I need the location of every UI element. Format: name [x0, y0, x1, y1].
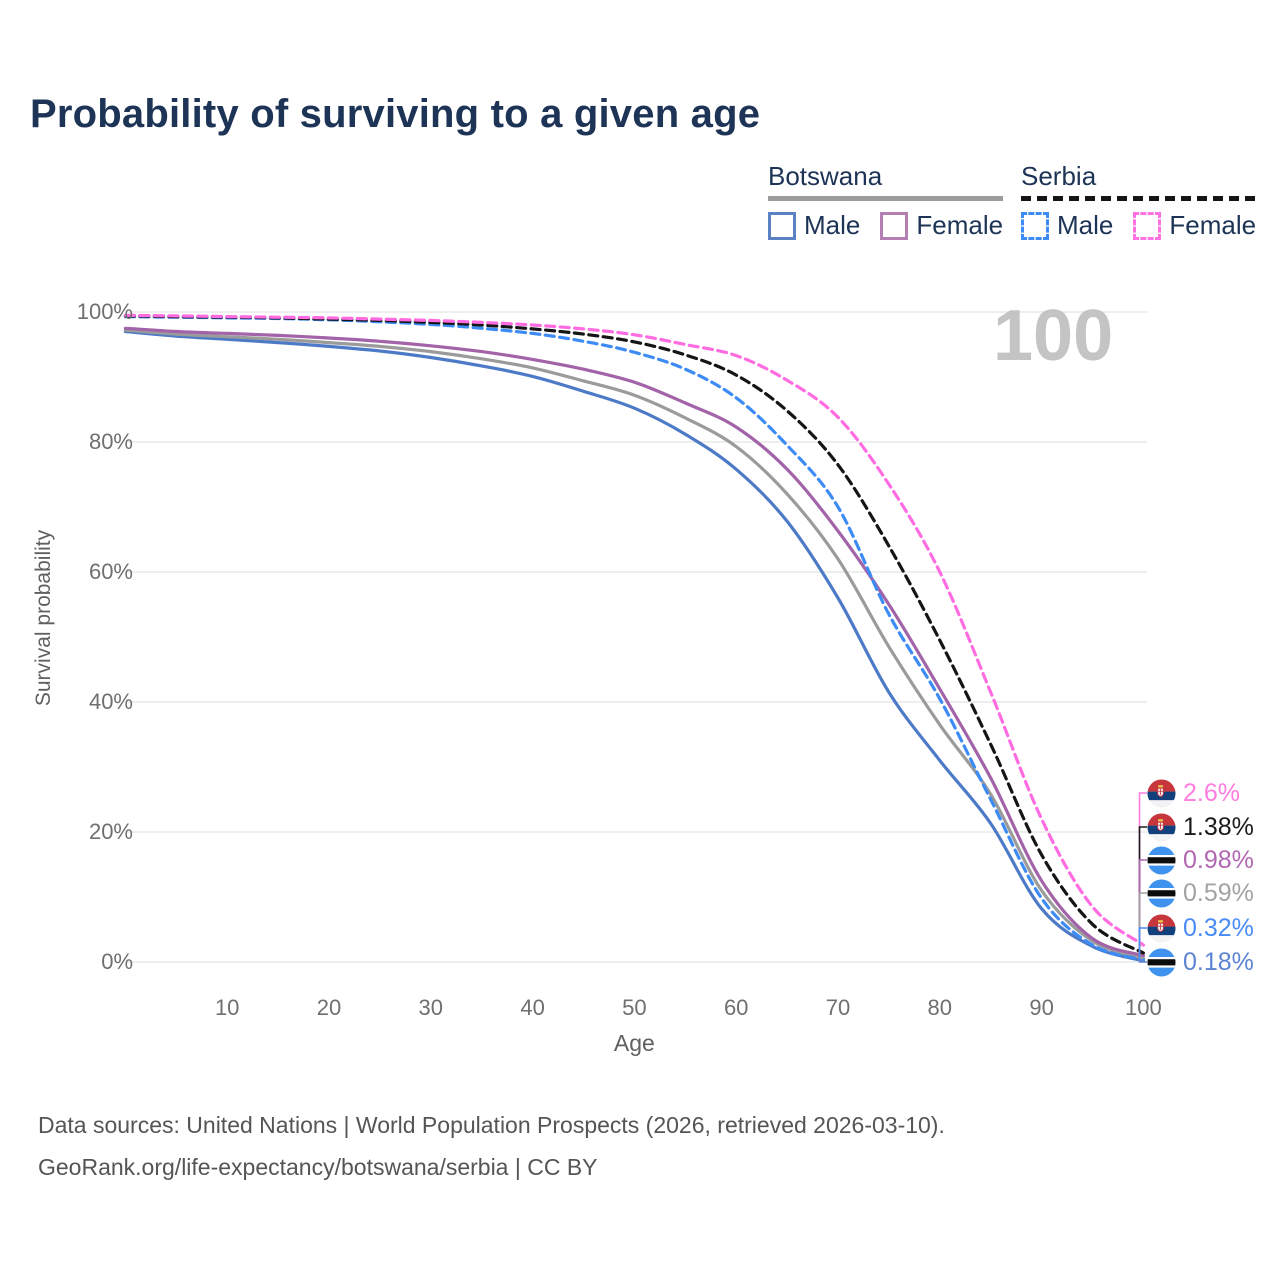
- legend-country-underline: [768, 196, 1004, 201]
- serbia-flag-icon: [1147, 778, 1176, 808]
- legend-item-serbia-female[interactable]: Female: [1133, 210, 1256, 241]
- legend-item-label: Male: [1057, 210, 1114, 240]
- footer-source-line: Data sources: United Nations | World Pop…: [38, 1112, 945, 1138]
- legend-group-botswana: Botswana Male Female: [768, 161, 1004, 241]
- x-tick-label: 70: [825, 995, 851, 1020]
- footer: Data sources: United Nations | World Pop…: [38, 1104, 945, 1188]
- x-tick-label: 20: [316, 995, 342, 1020]
- end-label-botswana-all: 0.59%: [1147, 879, 1254, 908]
- end-label-value: 0.59%: [1183, 878, 1254, 907]
- end-label-value: 2.6%: [1183, 778, 1240, 807]
- legend-item-botswana-female[interactable]: Female: [880, 210, 1003, 241]
- end-label-connector-serbia-male: [1138, 927, 1147, 961]
- legend-country-label: Botswana: [768, 161, 883, 191]
- series-path-botswana-female: [123, 326, 1145, 958]
- footer-link-line: GeoRank.org/life-expectancy/botswana/ser…: [38, 1154, 598, 1180]
- end-label-value: 1.38%: [1183, 812, 1254, 841]
- end-label-value: 0.98%: [1183, 845, 1254, 874]
- end-label-connector-botswana-female: [1138, 859, 1147, 957]
- botswana-flag-icon: [1147, 947, 1176, 977]
- series-path-serbia-male: [123, 315, 1145, 962]
- legend-swatch: [768, 211, 796, 240]
- page-title: Probability of surviving to a given age: [30, 92, 761, 136]
- legend-swatch: [880, 211, 909, 240]
- end-label-connector-botswana-male: [1138, 960, 1147, 963]
- legend-swatch: [1021, 211, 1049, 240]
- series-path-serbia-all: [123, 314, 1145, 955]
- legend-group-serbia: Serbia Male Female: [1021, 161, 1257, 241]
- x-tick-label: 80: [927, 995, 953, 1020]
- botswana-flag-icon: [1147, 878, 1176, 908]
- y-tick-label: 0%: [101, 949, 133, 974]
- y-axis-title: Survival probability: [32, 529, 55, 707]
- legend-item-label: Male: [804, 210, 861, 240]
- x-tick-label: 30: [418, 995, 444, 1020]
- series-path-botswana-male: [123, 329, 1145, 963]
- legend-swatch: [1133, 211, 1162, 240]
- x-tick-label: 100: [1125, 995, 1162, 1020]
- end-label-value: 0.18%: [1183, 947, 1254, 976]
- end-label-serbia-all: 1.38%: [1147, 813, 1254, 842]
- legend-item-label: Female: [916, 210, 1004, 240]
- serbia-flag-icon: [1147, 812, 1176, 842]
- x-tick-label: 40: [520, 995, 545, 1020]
- x-tick-label: 10: [214, 995, 240, 1020]
- y-tick-label: 20%: [88, 819, 133, 844]
- series-path-botswana-all: [123, 328, 1145, 960]
- end-label-value: 0.32%: [1183, 913, 1254, 942]
- botswana-flag-icon: [1147, 845, 1176, 875]
- x-axis-title: Age: [613, 1030, 655, 1056]
- y-tick-label: 60%: [88, 559, 133, 584]
- y-tick-label: 80%: [88, 429, 133, 454]
- x-tick-label: 90: [1029, 995, 1054, 1020]
- x-tick-label: 50: [622, 995, 647, 1020]
- end-label-serbia-female: 2.6%: [1147, 779, 1240, 808]
- age-watermark: 100: [993, 296, 1114, 376]
- end-label-botswana-female: 0.98%: [1147, 846, 1254, 875]
- y-tick-label: 40%: [88, 689, 133, 714]
- end-label-serbia-male: 0.32%: [1147, 914, 1254, 943]
- y-tick-label: 100%: [76, 299, 133, 324]
- end-label-connector-botswana-all: [1138, 892, 1147, 959]
- legend-item-serbia-male[interactable]: Male: [1021, 210, 1113, 241]
- legend-item-label: Female: [1169, 210, 1257, 240]
- series-path-serbia-female: [123, 313, 1145, 947]
- end-label-connector-serbia-all: [1138, 826, 1147, 954]
- end-label-botswana-male: 0.18%: [1147, 948, 1254, 977]
- legend-item-botswana-male[interactable]: Male: [768, 210, 860, 241]
- x-tick-label: 60: [723, 995, 749, 1020]
- end-label-connector-serbia-female: [1138, 792, 1147, 946]
- legend-country-underline: [1021, 196, 1257, 201]
- serbia-flag-icon: [1147, 913, 1176, 943]
- legend-country-label: Serbia: [1021, 161, 1097, 191]
